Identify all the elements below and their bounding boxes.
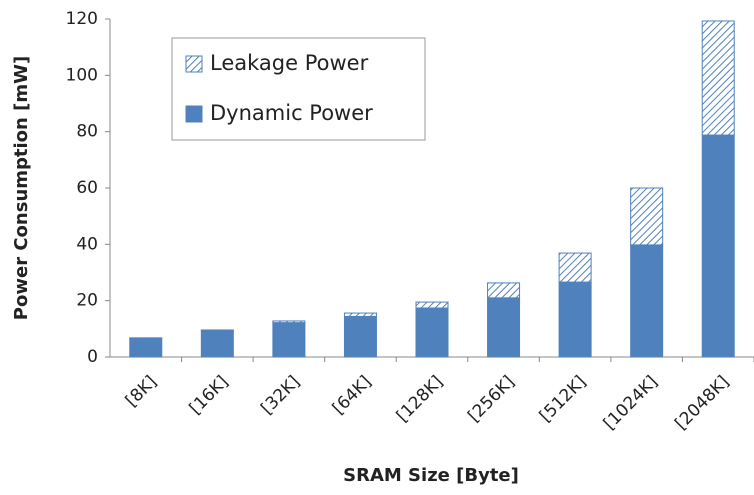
bar-segment — [200, 329, 234, 332]
x-tick-label: [128K] — [393, 372, 447, 426]
legend-swatch — [185, 55, 203, 73]
bar-segment — [129, 337, 163, 358]
y-tick-label: 60 — [76, 178, 98, 198]
bar-segment — [415, 307, 449, 358]
bar-segment — [701, 134, 735, 358]
x-tick-label: [512K] — [536, 372, 590, 426]
bar-segment — [415, 301, 449, 309]
bar-segment — [487, 282, 521, 299]
bar-segment — [487, 297, 521, 358]
bar-segment — [558, 252, 592, 283]
x-tick-label: [1024K] — [600, 372, 662, 434]
x-axis-title: SRAM Size [Byte] — [343, 465, 519, 486]
x-tick-label: [2048K] — [671, 372, 733, 434]
y-tick-label: 120 — [66, 9, 98, 29]
x-tick-label: [256K] — [464, 372, 518, 426]
y-tick-label: 40 — [76, 234, 98, 254]
bar-segment — [558, 281, 592, 358]
y-tick-label: 100 — [66, 65, 98, 85]
x-tick-label: [32K] — [257, 372, 304, 419]
legend-box — [171, 37, 426, 141]
x-tick-label: [16K] — [186, 372, 233, 419]
bar-segment — [630, 244, 664, 358]
y-tick-label: 20 — [76, 291, 98, 311]
bar-segment — [701, 20, 735, 136]
bar-segment — [343, 315, 377, 358]
bar-segment — [630, 187, 664, 246]
legend-swatch — [185, 105, 203, 123]
x-tick-label: [8K] — [122, 372, 161, 411]
y-tick-label: 80 — [76, 122, 98, 142]
bar-segment — [272, 320, 306, 324]
legend-label: Dynamic Power — [210, 101, 373, 125]
y-tick-label: 0 — [87, 347, 98, 367]
x-tick-label: [64K] — [329, 372, 376, 419]
y-axis-title: Power Consumption [mW] — [11, 56, 32, 320]
bar-segment — [343, 312, 377, 317]
legend-label: Leakage Power — [210, 51, 369, 75]
bar-segment — [200, 330, 234, 358]
bar-segment — [272, 322, 306, 358]
